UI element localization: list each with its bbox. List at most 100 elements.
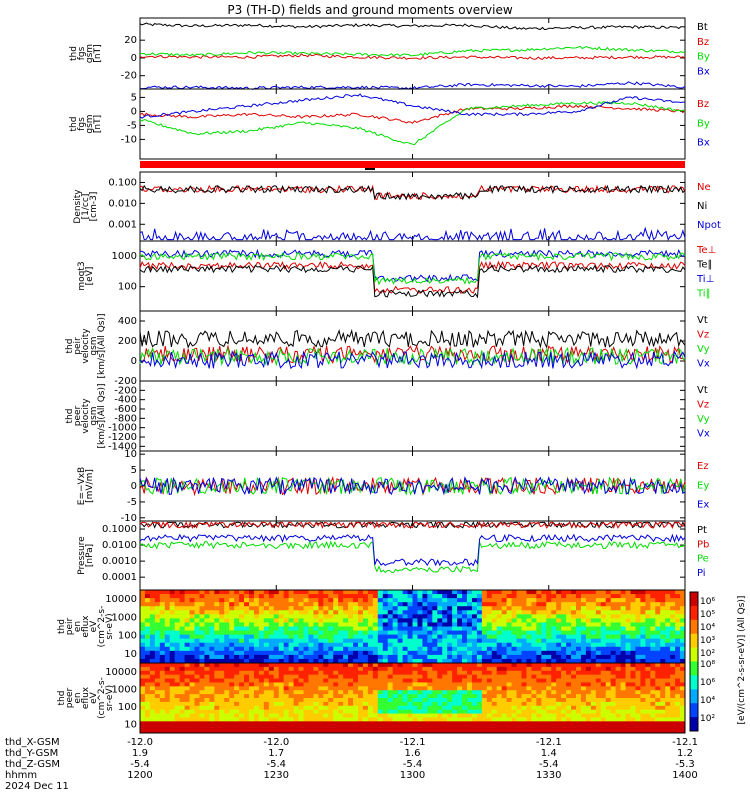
- heatmap-cell: [174, 686, 181, 691]
- heatmap-cell: [585, 606, 592, 611]
- heatmap-cell: [486, 666, 493, 672]
- heatmap-cell: [362, 670, 369, 676]
- heatmap-cell: [680, 638, 686, 644]
- heatmap-cell: [437, 701, 443, 707]
- heatmap-cell: [189, 646, 195, 652]
- heatmap-cell: [293, 606, 300, 611]
- heatmap-cell: [561, 614, 567, 619]
- y-tick-label: 0.001: [108, 219, 137, 230]
- heatmap-cell: [377, 626, 384, 632]
- heatmap-cell: [258, 729, 265, 734]
- y-tick-label: 10000: [105, 667, 137, 678]
- mode-bar-marker: [365, 168, 375, 170]
- heatmap-cell: [159, 630, 166, 636]
- heatmap-cell: [402, 682, 409, 687]
- heatmap-cell: [273, 701, 280, 707]
- heatmap-cell: [427, 650, 433, 656]
- heatmap-cell: [288, 646, 295, 652]
- heatmap-cell: [620, 642, 627, 648]
- heatmap-cell: [333, 630, 339, 636]
- heatmap-cell: [362, 686, 369, 691]
- heatmap-cell: [328, 650, 334, 656]
- heatmap-cell: [561, 698, 567, 703]
- heatmap-cell: [576, 630, 582, 636]
- heatmap-cell: [546, 634, 552, 640]
- heatmap-cell: [239, 630, 245, 636]
- heatmap-cell: [551, 638, 557, 644]
- heatmap-cell: [610, 686, 617, 691]
- heatmap-cell: [442, 678, 448, 683]
- heatmap-cell: [665, 638, 671, 644]
- heatmap-cell: [169, 598, 176, 603]
- heatmap-cell: [496, 630, 503, 636]
- heatmap-cell: [194, 650, 200, 656]
- heatmap-cell: [397, 634, 404, 640]
- heatmap-cell: [660, 690, 666, 695]
- heatmap-cell: [402, 650, 409, 656]
- heatmap-cell: [496, 698, 503, 703]
- heatmap-cell: [605, 713, 612, 718]
- heatmap-cell: [610, 634, 617, 640]
- heatmap-cell: [323, 630, 329, 636]
- heatmap-cell: [665, 690, 671, 695]
- heatmap-cell: [353, 709, 359, 715]
- heatmap-cell: [140, 717, 146, 722]
- legend-Ti∥: Ti∥: [696, 289, 711, 300]
- heatmap-cell: [229, 642, 235, 648]
- heatmap-cell: [144, 598, 151, 603]
- colorbar-tick-label: 10⁴: [700, 696, 715, 706]
- heatmap-cell: [348, 638, 354, 644]
- heatmap-cell: [249, 610, 255, 615]
- heatmap-cell: [268, 666, 275, 672]
- heatmap-cell: [367, 630, 374, 636]
- heatmap-cell: [293, 663, 300, 668]
- heatmap-cell: [258, 666, 265, 672]
- heatmap-cell: [358, 650, 364, 656]
- heatmap-cell: [273, 630, 280, 636]
- heatmap-cell: [219, 602, 225, 607]
- heatmap-cell: [660, 638, 666, 644]
- heatmap-cell: [323, 694, 329, 699]
- heatmap-cell: [605, 630, 612, 636]
- heatmap-cell: [526, 709, 532, 715]
- heatmap-cell: [462, 626, 468, 632]
- heatmap-cell: [481, 658, 488, 664]
- heatmap-cell: [154, 674, 161, 680]
- heatmap-cell: [313, 638, 319, 644]
- heatmap-cell: [367, 670, 374, 676]
- heatmap-cell: [615, 701, 622, 707]
- heatmap-cell: [382, 713, 389, 718]
- heatmap-cell: [333, 602, 339, 607]
- heatmap-cell: [467, 594, 473, 599]
- heatmap-cell: [506, 713, 513, 718]
- heatmap-cell: [239, 690, 245, 695]
- heatmap-cell: [184, 646, 191, 652]
- heatmap-cell: [476, 626, 483, 632]
- heatmap-cell: [387, 618, 394, 623]
- heatmap-cell: [244, 717, 250, 722]
- heatmap-cell: [526, 602, 532, 607]
- heatmap-cell: [486, 674, 493, 680]
- heatmap-cell: [665, 663, 671, 668]
- heatmap-cell: [229, 602, 235, 607]
- heatmap-cell: [273, 686, 280, 691]
- heatmap-cell: [655, 606, 661, 611]
- heatmap-cell: [590, 650, 597, 656]
- heatmap-cell: [338, 658, 344, 664]
- y-tick-label: 20: [124, 35, 137, 46]
- heatmap-cell: [313, 594, 319, 599]
- heatmap-cell: [253, 725, 260, 730]
- heatmap-cell: [199, 646, 205, 652]
- heatmap-cell: [556, 701, 562, 707]
- heatmap-cell: [670, 721, 676, 726]
- heatmap-cell: [159, 658, 166, 664]
- heatmap-cell: [625, 678, 631, 683]
- heatmap-cell: [244, 682, 250, 687]
- heatmap-cell: [377, 666, 384, 672]
- heatmap-cell: [293, 690, 300, 695]
- heatmap-cell: [541, 682, 547, 687]
- heatmap-cell: [541, 663, 547, 668]
- colorbar-tick-label: 10⁴: [700, 623, 715, 633]
- heatmap-cell: [655, 663, 661, 668]
- heatmap-cell: [382, 642, 389, 648]
